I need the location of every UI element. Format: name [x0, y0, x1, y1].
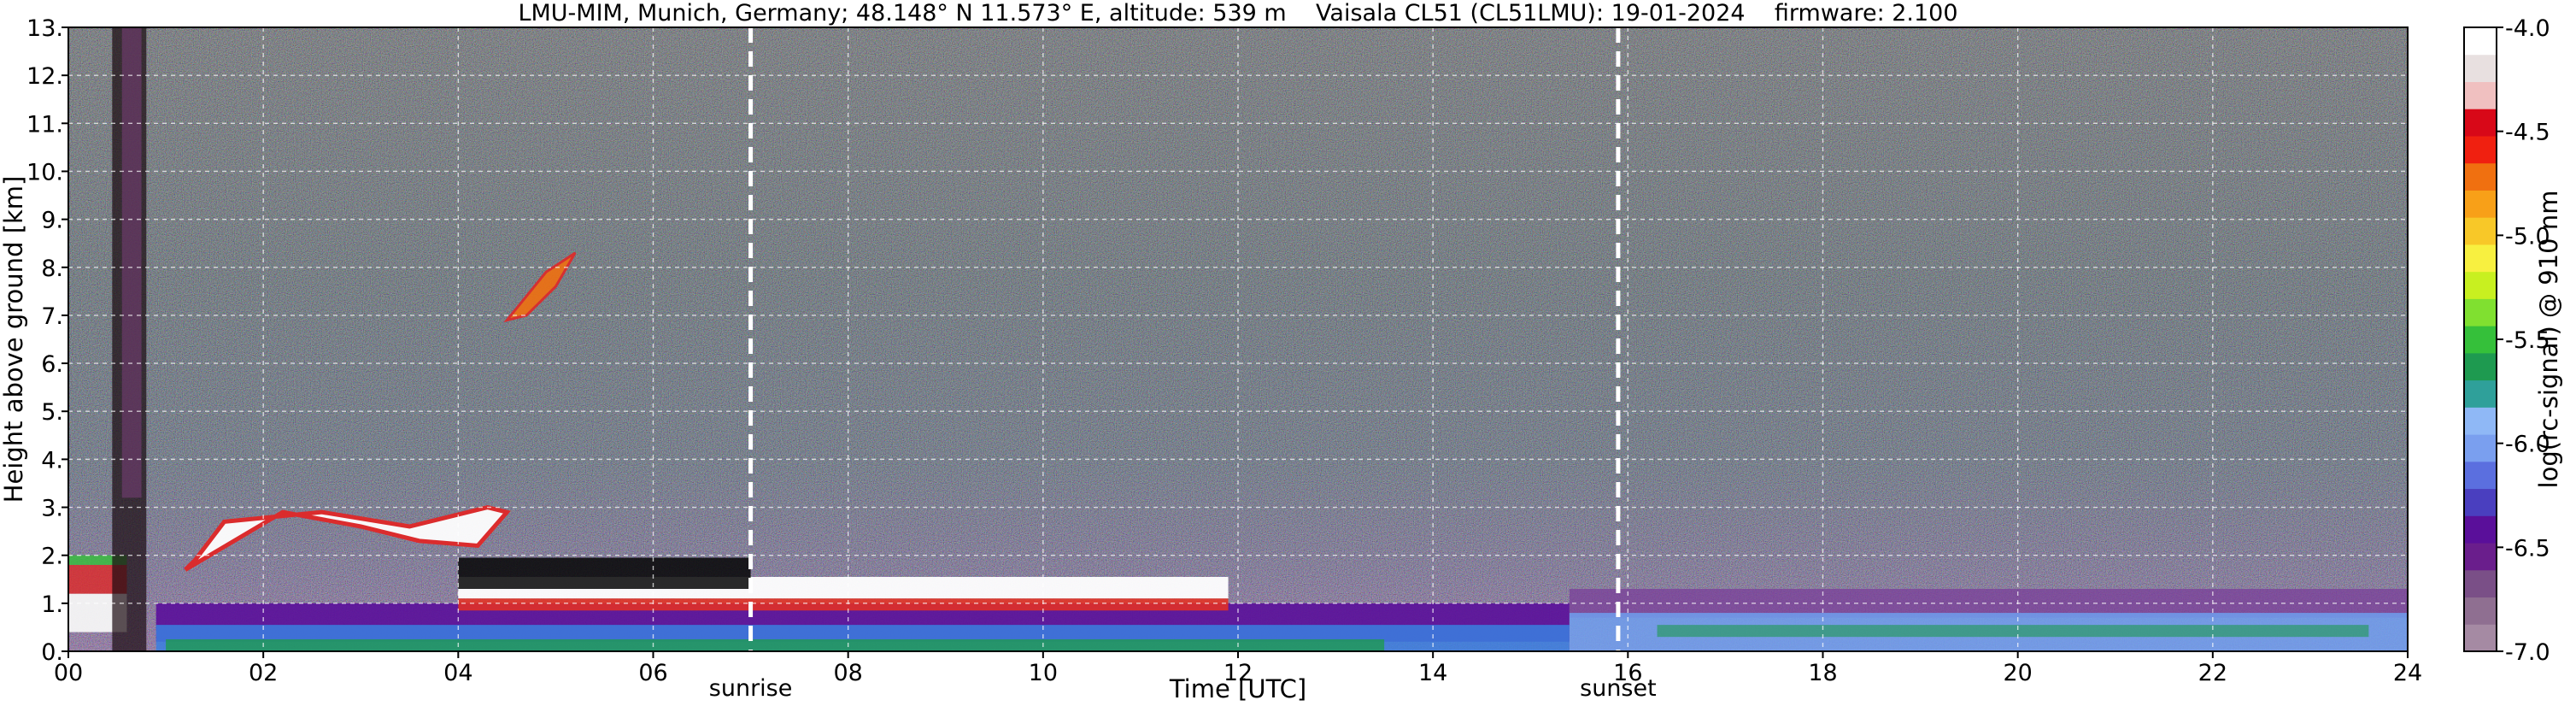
- column-magenta: [121, 27, 142, 498]
- colorbar-segment: [2464, 27, 2497, 56]
- colorbar-segment: [2464, 298, 2497, 327]
- early-layer-green: [68, 555, 127, 565]
- colorbar-segment: [2464, 326, 2497, 354]
- colorbar-segment: [2464, 217, 2497, 245]
- colorbar-segment: [2464, 597, 2497, 625]
- x-tick-label: 22: [2198, 660, 2227, 686]
- colorbar-segment: [2464, 81, 2497, 109]
- dark-gap: [458, 557, 751, 589]
- x-axis-label: Time [UTC]: [1169, 674, 1306, 703]
- colorbar-segment: [2464, 543, 2497, 571]
- chart-title: LMU-MIM, Munich, Germany; 48.148° N 11.5…: [518, 0, 1957, 26]
- colorbar-tick-label: -6.5: [2505, 535, 2550, 562]
- y-tick-label: 4.: [41, 447, 63, 474]
- y-tick-label: 9.: [41, 208, 63, 234]
- colorbar-tick-label: -4.5: [2505, 120, 2550, 146]
- x-tick-label: 18: [1808, 660, 1837, 686]
- x-tick-label: 10: [1029, 660, 1058, 686]
- colorbar-segment: [2464, 434, 2497, 462]
- colorbar-segment: [2464, 352, 2497, 381]
- x-tick-label: 20: [2003, 660, 2032, 686]
- x-axis-ticks: 00 02 04 06 08 10 12 14 16 18 20 22 24: [54, 651, 2422, 686]
- aerosol-layer-green: [166, 638, 1385, 651]
- x-tick-label: 16: [1613, 660, 1642, 686]
- x-tick-label: 12: [1223, 660, 1253, 686]
- y-tick-label: 7.: [41, 303, 63, 330]
- colorbar-tick-label: -5.5: [2505, 327, 2550, 354]
- colorbar-segment: [2464, 461, 2497, 490]
- y-tick-label: 5.: [41, 399, 63, 426]
- colorbar-tick-label: -4.0: [2505, 15, 2550, 42]
- colorbar-segment: [2464, 190, 2497, 218]
- annotations: sunrise sunset: [709, 675, 1657, 702]
- y-tick-label: 13.: [26, 15, 63, 42]
- low-cloud-red: [458, 598, 1229, 611]
- colorbar-segment: [2464, 379, 2497, 408]
- colorbar-segment: [2464, 109, 2497, 137]
- colorbar-tick-label: -6.0: [2505, 432, 2550, 458]
- y-tick-label: 0.: [41, 639, 63, 666]
- heatmap-features: [68, 27, 2408, 651]
- y-tick-label: 3.: [41, 496, 63, 522]
- y-tick-label: 1.: [41, 591, 63, 618]
- x-tick-label: 02: [249, 660, 278, 686]
- y-axis-ticks: 0. 1. 2. 3. 4. 5. 6. 7. 8. 9. 10. 11. 12. 13.: [26, 15, 68, 666]
- colorbar-label: log(rc-signal) @ 910 nm: [2534, 191, 2563, 489]
- x-tick-label: 04: [443, 660, 472, 686]
- x-tick-label: 14: [1418, 660, 1447, 686]
- annotation-sunset: sunset: [1580, 675, 1657, 702]
- grid-lines: [68, 27, 2408, 651]
- x-tick-label: 00: [54, 660, 83, 686]
- colorbar-segment: [2464, 135, 2497, 164]
- colorbar-segment: [2464, 162, 2497, 191]
- y-tick-label: 6.: [41, 351, 63, 378]
- y-axis-label: Height above ground [km]: [0, 176, 28, 503]
- y-tick-label: 12.: [26, 63, 63, 90]
- annotation-sunrise: sunrise: [709, 675, 793, 702]
- y-tick-label: 10.: [26, 159, 63, 185]
- sun-event-lines: [748, 27, 1621, 651]
- night-aerosol-green: [1657, 625, 2369, 638]
- colorbar-segment: [2464, 54, 2497, 82]
- y-tick-label: 11.: [26, 111, 63, 138]
- colorbar-segment: [2464, 569, 2497, 598]
- colorbar: -4.0 -4.5 -5.0 -5.5 -6.0 -6.5 -7.0: [2463, 15, 2550, 666]
- colorbar-tick-label: -7.0: [2505, 639, 2550, 666]
- x-tick-label: 06: [638, 660, 667, 686]
- x-tick-label: 24: [2393, 660, 2422, 686]
- colorbar-segment: [2464, 271, 2497, 299]
- colorbar-tick-label: -5.0: [2505, 223, 2550, 250]
- cirrus-patch: [503, 251, 577, 323]
- colorbar-segment: [2464, 407, 2497, 435]
- y-tick-label: 8.: [41, 256, 63, 282]
- colorbar-segment: [2464, 244, 2497, 273]
- x-tick-label: 08: [833, 660, 862, 686]
- colorbar-segment: [2464, 624, 2497, 652]
- colorbar-segment: [2464, 488, 2497, 516]
- colorbar-segment: [2464, 515, 2497, 544]
- residual-cloud: [184, 504, 511, 572]
- y-tick-label: 2.: [41, 544, 63, 570]
